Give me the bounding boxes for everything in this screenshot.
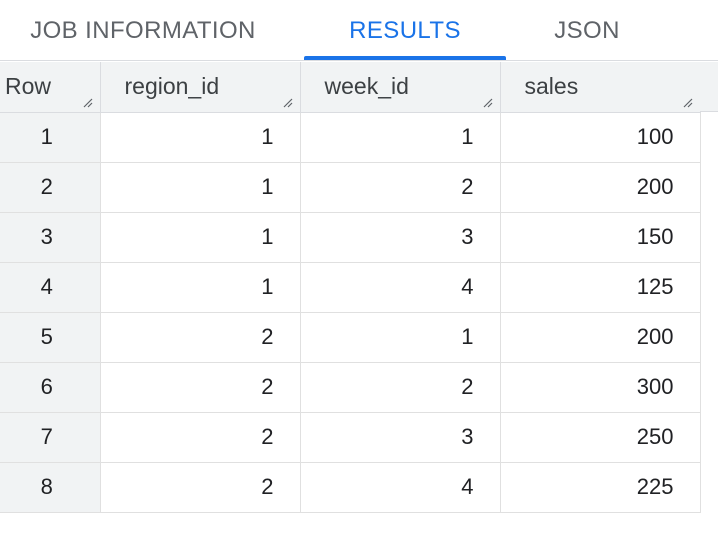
region-id-cell: 1 <box>100 212 301 263</box>
tab-json[interactable]: JSON <box>554 16 620 44</box>
sales-cell: 150 <box>500 212 701 263</box>
region-id-cell: 2 <box>100 462 301 513</box>
week-id-cell: 1 <box>300 312 501 363</box>
table-row: 6 2 2 300 <box>0 362 701 413</box>
sales-cell: 200 <box>500 162 701 213</box>
table-row: 5 2 1 200 <box>0 312 701 363</box>
week-id-cell: 3 <box>300 412 501 463</box>
table-row: 7 2 3 250 <box>0 412 701 463</box>
sales-cell: 125 <box>500 262 701 313</box>
resize-handle-icon[interactable] <box>481 96 493 108</box>
result-tabs: JOB INFORMATION RESULTS JSON <box>0 0 718 61</box>
resize-handle-icon[interactable] <box>281 96 293 108</box>
week-id-cell: 2 <box>300 162 501 213</box>
column-header-label: Row <box>5 73 52 100</box>
column-header-region-id[interactable]: region_id <box>100 62 301 113</box>
sales-cell: 200 <box>500 312 701 363</box>
tab-job-information[interactable]: JOB INFORMATION <box>30 16 256 44</box>
tab-results[interactable]: RESULTS <box>349 16 461 44</box>
week-id-cell: 2 <box>300 362 501 413</box>
region-id-cell: 1 <box>100 262 301 313</box>
sales-cell: 250 <box>500 412 701 463</box>
row-number-cell: 7 <box>0 412 101 463</box>
sales-cell: 100 <box>500 112 701 163</box>
table-row: 3 1 3 150 <box>0 212 701 263</box>
week-id-cell: 4 <box>300 462 501 513</box>
active-tab-indicator <box>304 56 506 60</box>
row-number-cell: 6 <box>0 362 101 413</box>
region-id-cell: 2 <box>100 312 301 363</box>
column-header-sales[interactable]: sales <box>500 62 701 113</box>
table-header-row: Row region_id week_id sales <box>0 62 701 113</box>
tabs-divider <box>0 60 718 61</box>
header-filler <box>700 62 718 112</box>
column-header-week-id[interactable]: week_id <box>300 62 501 113</box>
row-number-cell: 3 <box>0 212 101 263</box>
row-number-cell: 1 <box>0 112 101 163</box>
week-id-cell: 4 <box>300 262 501 313</box>
resize-handle-icon[interactable] <box>681 96 693 108</box>
region-id-cell: 2 <box>100 412 301 463</box>
week-id-cell: 3 <box>300 212 501 263</box>
column-header-label: sales <box>524 73 579 100</box>
sales-cell: 225 <box>500 462 701 513</box>
row-number-cell: 8 <box>0 462 101 513</box>
column-header-row[interactable]: Row <box>0 62 101 113</box>
row-number-cell: 5 <box>0 312 101 363</box>
column-header-label: region_id <box>124 73 220 100</box>
table-row: 2 1 2 200 <box>0 162 701 213</box>
results-table: Row region_id week_id sales 1 1 1 100 <box>0 62 701 513</box>
region-id-cell: 2 <box>100 362 301 413</box>
table-row: 8 2 4 225 <box>0 462 701 513</box>
row-number-cell: 4 <box>0 262 101 313</box>
table-row: 4 1 4 125 <box>0 262 701 313</box>
column-header-label: week_id <box>324 73 409 100</box>
table-row: 1 1 1 100 <box>0 112 701 163</box>
region-id-cell: 1 <box>100 162 301 213</box>
week-id-cell: 1 <box>300 112 501 163</box>
row-number-cell: 2 <box>0 162 101 213</box>
region-id-cell: 1 <box>100 112 301 163</box>
resize-handle-icon[interactable] <box>81 96 93 108</box>
sales-cell: 300 <box>500 362 701 413</box>
